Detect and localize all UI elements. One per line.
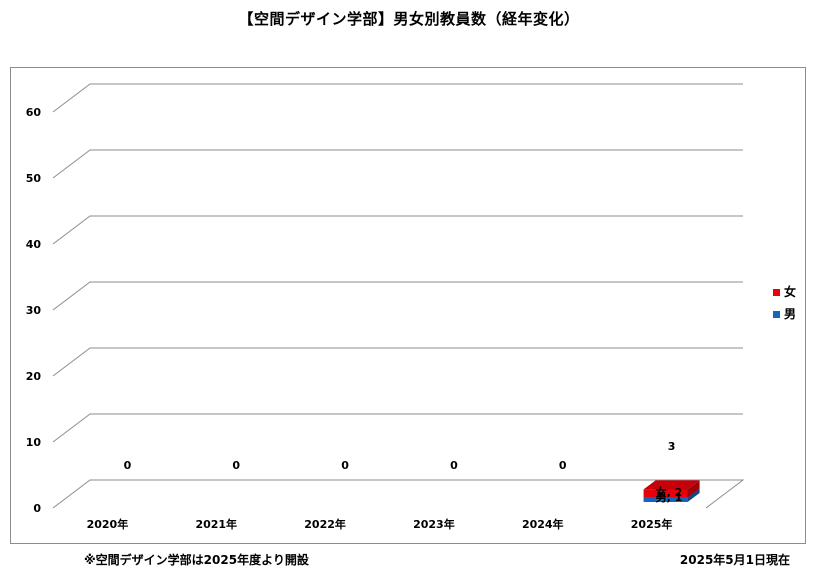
x-axis-ticks: 2020年 2021年 2022年 2023年 2024年 2025年	[87, 517, 673, 531]
bar-female	[643, 480, 700, 498]
y-tick-40: 40	[26, 238, 42, 251]
total-label: 0	[341, 459, 349, 472]
chart-title: 【空間デザイン学部】男女別教員数（経年変化）	[238, 10, 580, 28]
footnote-left: ※空間デザイン学部は2025年度より開設	[84, 553, 309, 567]
gridline-50	[52, 149, 743, 179]
bar-female-side	[687, 480, 700, 498]
gridline-10	[52, 413, 743, 443]
legend-swatch	[773, 311, 780, 318]
segment-label-female: 女, 2	[656, 485, 683, 499]
y-axis-ticks: 0 10 20 30 40 50 60	[26, 106, 42, 515]
legend-swatch	[773, 289, 780, 296]
chart-frame	[10, 67, 806, 544]
y-tick-10: 10	[26, 436, 42, 449]
gridline-60	[52, 83, 743, 113]
total-label: 0	[232, 459, 240, 472]
x-tick-label: 2025年	[631, 517, 673, 531]
gridline-0	[52, 479, 745, 509]
x-tick-label: 2021年	[195, 517, 237, 531]
total-label: 0	[559, 459, 567, 472]
total-label: 0	[124, 459, 132, 472]
y-tick-60: 60	[26, 106, 42, 119]
x-tick-label: 2020年	[87, 517, 129, 531]
total-label: 0	[450, 459, 458, 472]
gridline-30	[52, 281, 743, 311]
x-tick-label: 2024年	[522, 517, 564, 531]
bar-male-side	[687, 488, 700, 502]
bar-layer	[643, 480, 700, 502]
x-tick-label: 2023年	[413, 517, 455, 531]
x-tick-label: 2022年	[304, 517, 346, 531]
grid-layer	[52, 83, 745, 509]
data-labels: 0 0 0 0 0 男, 1女, 2 3	[124, 440, 683, 504]
bar-female-front	[643, 489, 688, 498]
legend-label: 男	[784, 307, 796, 321]
gridline-20	[52, 347, 743, 377]
gridline-40	[52, 215, 743, 245]
y-tick-30: 30	[26, 304, 42, 317]
legend-label: 女	[784, 284, 796, 299]
legend: 女男	[773, 284, 796, 321]
y-tick-50: 50	[26, 172, 42, 185]
bar-female-top	[643, 480, 700, 490]
segment-label-male: 男, 1	[656, 491, 683, 504]
y-tick-20: 20	[26, 370, 42, 383]
bar-male-front	[643, 497, 688, 502]
footnote-right: 2025年5月1日現在	[679, 553, 790, 567]
y-tick-0: 0	[33, 502, 41, 515]
total-label: 3	[668, 440, 676, 453]
